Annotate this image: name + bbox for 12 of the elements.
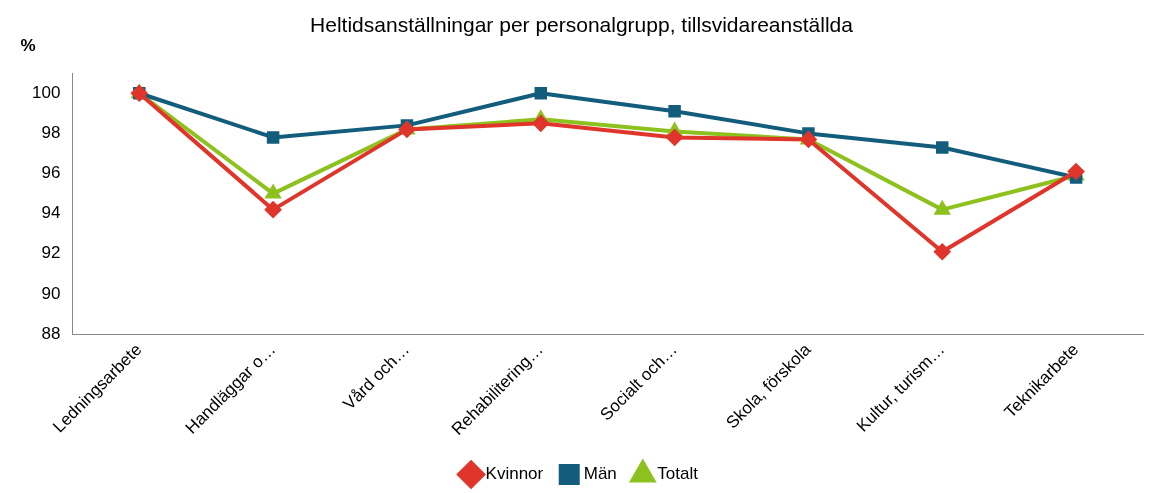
legend-label: Män — [583, 464, 617, 484]
y-axis-title: % — [20, 36, 36, 56]
y-tick-label: 98 — [41, 123, 61, 143]
legend-label: Kvinnor — [485, 464, 544, 484]
y-tick-label: 88 — [41, 323, 61, 343]
y-tick-label: 96 — [41, 163, 61, 183]
legend-label: Totalt — [657, 464, 699, 484]
y-tick-label: 100 — [31, 82, 61, 102]
y-tick-label: 94 — [41, 203, 61, 223]
y-tick-label: 92 — [41, 243, 61, 263]
chart-title: Heltidsanställningar per personalgrupp, tillsvidareanställda — [310, 13, 854, 37]
y-tick-label: 90 — [41, 283, 61, 303]
